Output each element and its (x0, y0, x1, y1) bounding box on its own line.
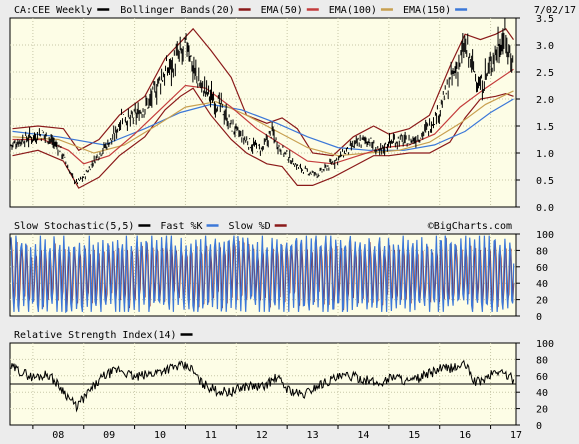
x-tick-label: 16 (459, 430, 471, 441)
legend-label: Slow Stochastic(5,5) (14, 221, 134, 232)
y-tick-label: 0.5 (536, 176, 554, 187)
legend-label: Relative Strength Index(14) (14, 330, 177, 341)
ema100-line (12, 90, 514, 157)
bollinger-upper-line (12, 27, 514, 157)
watermark: ©BigCharts.com (428, 221, 512, 232)
y-tick-label: 3.5 (536, 14, 554, 25)
y-tick-label: 3.0 (536, 41, 554, 52)
price-bars (10, 18, 514, 185)
x-axis-ticks: 08 09 10 11 12 13 14 15 16 17 (32, 425, 522, 441)
y-tick-label: 100 (536, 230, 554, 241)
rsi-line (10, 359, 515, 413)
legend-label: EMA(150) (403, 5, 451, 16)
y-tick-label: 2.5 (536, 68, 554, 79)
legend-label: EMA(100) (329, 5, 377, 16)
legend-label: Bollinger Bands(20) (120, 5, 234, 16)
stochastic-legend: Slow Stochastic(5,5) Fast %K Slow %D (14, 221, 287, 232)
x-tick-label: 17 (510, 430, 522, 441)
y-tick-label: 1.0 (536, 149, 554, 160)
fast-k-line (10, 235, 515, 314)
x-tick-label: 14 (357, 430, 369, 441)
x-tick-label: 13 (307, 430, 319, 441)
y-tick-label: 40 (536, 388, 548, 399)
x-tick-label: 15 (408, 430, 420, 441)
y-tick-label: 40 (536, 279, 548, 290)
x-tick-label: 11 (205, 430, 217, 441)
rsi-legend: Relative Strength Index(14) (14, 330, 193, 341)
y-tick-label: 60 (536, 263, 548, 274)
legend-label: Slow %D (229, 221, 271, 232)
y-tick-label: 80 (536, 355, 548, 366)
y-tick-label: 0 (536, 421, 542, 432)
x-tick-label: 09 (103, 430, 115, 441)
price-header-bg (10, 3, 516, 17)
y-tick-label: 0 (536, 312, 542, 323)
y-tick-label: 20 (536, 405, 548, 416)
y-tick-label: 100 (536, 339, 554, 350)
legend-label: EMA(50) (261, 5, 303, 16)
date-label: 7/02/17 (534, 5, 576, 16)
price-panel (9, 17, 517, 208)
y-tick-label: 1.5 (536, 122, 554, 133)
symbol-label: CA:CEE Weekly (14, 5, 92, 16)
y-tick-label: 80 (536, 246, 548, 257)
bollinger-lower-line (12, 87, 514, 189)
x-tick-label: 12 (256, 430, 268, 441)
y-tick-label: 0.0 (536, 203, 554, 214)
y-tick-label: 20 (536, 296, 548, 307)
plot-lines (10, 18, 515, 413)
x-tick-label: 08 (52, 430, 64, 441)
y-axis-ticks: 3.5 3.0 2.5 2.0 1.5 1.0 0.5 0.0 100 80 60 40 20 0 100 8… (516, 14, 554, 432)
x-tick-label: 10 (154, 430, 166, 441)
ema150-line (12, 98, 514, 151)
y-tick-label: 2.0 (536, 95, 554, 106)
y-tick-label: 60 (536, 372, 548, 383)
legend-label: Fast %K (160, 221, 202, 232)
price-legend: Bollinger Bands(20) EMA(50) EMA(100) EMA(15… (97, 5, 468, 16)
